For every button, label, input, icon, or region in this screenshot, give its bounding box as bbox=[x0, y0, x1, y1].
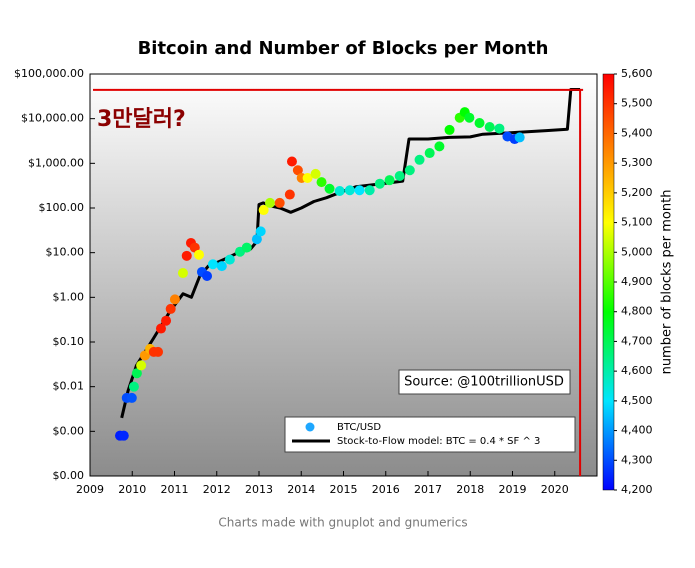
colorbar-tick-label: 4,400 bbox=[621, 424, 653, 437]
data-point bbox=[216, 261, 227, 272]
legend-label: BTC/USD bbox=[337, 422, 381, 433]
colorbar-tick-label: 5,300 bbox=[621, 156, 653, 169]
data-point bbox=[484, 122, 495, 133]
colorbar-tick-label: 4,500 bbox=[621, 394, 653, 407]
colorbar-tick-label: 5,600 bbox=[621, 67, 653, 80]
x-tick-label: 2015 bbox=[330, 483, 358, 496]
data-point bbox=[155, 323, 166, 334]
x-tick-label: 2014 bbox=[287, 483, 315, 496]
x-tick-label: 2012 bbox=[203, 483, 231, 496]
x-tick-label: 2013 bbox=[245, 483, 273, 496]
source-box bbox=[398, 369, 571, 395]
data-point bbox=[169, 294, 180, 305]
colorbar-tick-label: 4,800 bbox=[621, 305, 653, 318]
source-label: Source: @100trillionUSD bbox=[404, 375, 564, 390]
colorbar-tick-label: 5,200 bbox=[621, 186, 653, 199]
data-point bbox=[316, 177, 327, 188]
colorbar-label: number of blocks per month bbox=[660, 190, 675, 375]
x-tick-label: 2010 bbox=[118, 483, 146, 496]
colorbar-tick-label: 4,700 bbox=[621, 334, 653, 347]
legend-label: Stock-to-Flow model: BTC = 0.4 * SF ^ 3 bbox=[337, 436, 540, 447]
data-point bbox=[310, 168, 321, 179]
data-point bbox=[284, 189, 295, 200]
y-tick-label: $0.01 bbox=[53, 380, 85, 393]
x-tick-label: 2020 bbox=[541, 483, 569, 496]
colorbar-tick-label: 5,500 bbox=[621, 97, 653, 110]
colorbar-tick-label: 5,100 bbox=[621, 216, 653, 229]
data-point bbox=[414, 154, 425, 165]
data-point bbox=[394, 171, 405, 182]
data-point bbox=[434, 141, 445, 152]
data-point bbox=[224, 254, 235, 265]
data-point bbox=[177, 268, 188, 279]
model-line bbox=[120, 88, 581, 419]
y-tick-label: $0.00 bbox=[53, 424, 85, 437]
data-point bbox=[264, 197, 275, 208]
data-point bbox=[514, 132, 525, 143]
data-point bbox=[131, 368, 142, 379]
data-point bbox=[286, 156, 297, 167]
data-point bbox=[181, 250, 192, 261]
x-tick-label: 2017 bbox=[414, 483, 442, 496]
y-tick-label: $0.10 bbox=[53, 335, 85, 348]
data-point bbox=[251, 234, 262, 245]
x-tick-label: 2009 bbox=[76, 483, 104, 496]
colorbar-tick-label: 4,300 bbox=[621, 453, 653, 466]
data-point bbox=[344, 185, 355, 196]
x-tick-label: 2018 bbox=[456, 483, 484, 496]
data-point bbox=[474, 117, 485, 128]
y-tick-label: $10.00 bbox=[46, 246, 85, 259]
y-tick-label: $100.00 bbox=[39, 201, 85, 214]
data-point bbox=[374, 178, 385, 189]
data-point bbox=[364, 185, 375, 196]
y-tick-label: $0.00 bbox=[53, 469, 85, 482]
data-point bbox=[194, 249, 205, 260]
data-point bbox=[464, 112, 475, 123]
data-point bbox=[126, 392, 137, 403]
data-point bbox=[494, 123, 505, 134]
data-point bbox=[324, 183, 335, 194]
colorbar bbox=[602, 73, 615, 491]
data-point bbox=[207, 259, 218, 270]
data-point bbox=[258, 205, 269, 216]
data-point bbox=[165, 303, 176, 314]
data-point bbox=[161, 315, 172, 326]
x-tick-label: 2011 bbox=[161, 483, 189, 496]
colorbar-tick-label: 4,900 bbox=[621, 275, 653, 288]
data-point bbox=[202, 271, 213, 282]
data-point bbox=[128, 381, 139, 392]
data-point bbox=[302, 172, 313, 183]
data-point bbox=[292, 165, 303, 176]
data-point bbox=[334, 186, 345, 197]
data-point bbox=[354, 185, 365, 196]
y-tick-label: $1.00 bbox=[53, 290, 85, 303]
footer: Charts made with gnuplot and gnumerics bbox=[218, 516, 467, 530]
colorbar-tick-label: 5,000 bbox=[621, 245, 653, 258]
colorbar-tick-label: 4,200 bbox=[621, 483, 653, 496]
data-point bbox=[136, 360, 147, 371]
y-tick-label: $1,000.00 bbox=[28, 156, 84, 169]
chart-title: Bitcoin and Number of Blocks per Month bbox=[138, 38, 549, 59]
data-point bbox=[444, 124, 455, 135]
y-tick-label: $100,000.00 bbox=[14, 67, 84, 80]
x-tick-label: 2016 bbox=[372, 483, 400, 496]
colorbar-tick-label: 5,400 bbox=[621, 126, 653, 139]
data-point bbox=[404, 165, 415, 176]
colorbar-tick-label: 4,600 bbox=[621, 364, 653, 377]
data-point bbox=[384, 175, 395, 186]
data-point bbox=[153, 346, 164, 357]
x-tick-label: 2019 bbox=[499, 483, 527, 496]
data-point bbox=[255, 226, 266, 237]
annotation-text: 3만달러? bbox=[97, 107, 186, 132]
data-point bbox=[274, 197, 285, 208]
data-point bbox=[424, 148, 435, 159]
data-point bbox=[118, 430, 129, 441]
y-tick-label: $10,000.00 bbox=[21, 112, 84, 125]
data-point bbox=[241, 242, 252, 253]
legend-marker bbox=[305, 422, 315, 432]
legend-box bbox=[284, 416, 576, 453]
